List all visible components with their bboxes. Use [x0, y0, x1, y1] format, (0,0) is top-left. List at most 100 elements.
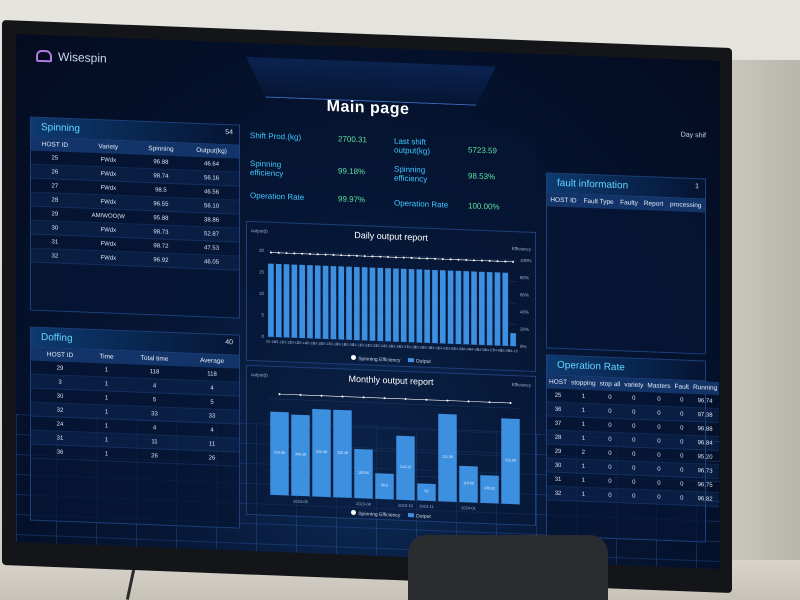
monthly-bar[interactable] — [480, 475, 499, 504]
monthly-bar[interactable] — [375, 473, 394, 500]
efficiency-point[interactable] — [383, 397, 386, 400]
efficiency-point[interactable] — [480, 259, 483, 262]
column-header[interactable]: variety — [622, 378, 646, 393]
daily-bar[interactable] — [346, 266, 352, 340]
column-header[interactable]: Faulty — [617, 196, 641, 211]
monthly-bar[interactable] — [459, 465, 478, 503]
efficiency-point[interactable] — [371, 255, 374, 258]
daily-bar[interactable] — [479, 271, 485, 346]
efficiency-point[interactable] — [355, 254, 358, 257]
efficiency-point[interactable] — [269, 251, 272, 254]
monthly-bar[interactable] — [333, 409, 352, 498]
daily-bar[interactable] — [439, 270, 446, 344]
column-header[interactable]: Running — [690, 380, 720, 396]
daily-bar[interactable] — [377, 267, 384, 342]
efficiency-point[interactable] — [387, 256, 390, 259]
monthly-bar[interactable] — [291, 414, 310, 497]
daily-bar[interactable] — [494, 272, 501, 346]
efficiency-point[interactable] — [504, 260, 507, 263]
daily-bar[interactable] — [463, 271, 470, 345]
daily-bar[interactable] — [424, 269, 430, 343]
daily-bar[interactable] — [299, 264, 305, 339]
efficiency-point[interactable] — [496, 260, 499, 263]
efficiency-point[interactable] — [433, 257, 436, 260]
column-header[interactable]: HOST — [547, 375, 570, 390]
efficiency-point[interactable] — [512, 260, 515, 263]
daily-bar[interactable] — [486, 271, 493, 346]
monthly-bar[interactable] — [270, 411, 289, 496]
column-header[interactable]: stopping — [569, 376, 598, 391]
efficiency-point[interactable] — [441, 258, 444, 261]
monthly-bar[interactable] — [312, 408, 331, 498]
monthly-bar[interactable] — [438, 413, 457, 502]
daily-bar[interactable] — [447, 270, 454, 344]
column-header[interactable]: stop all — [597, 377, 623, 392]
column-header[interactable]: Fault — [672, 380, 691, 394]
efficiency-point[interactable] — [299, 393, 302, 396]
efficiency-point[interactable] — [488, 401, 491, 404]
daily-bar[interactable] — [275, 263, 282, 338]
efficiency-point[interactable] — [285, 252, 288, 255]
efficiency-point[interactable] — [467, 400, 470, 403]
daily-bar[interactable] — [400, 268, 407, 343]
daily-bar[interactable] — [268, 263, 274, 337]
daily-bar[interactable] — [502, 272, 509, 346]
efficiency-point[interactable] — [278, 393, 281, 396]
efficiency-point[interactable] — [320, 394, 323, 397]
efficiency-point[interactable] — [324, 253, 327, 256]
efficiency-point[interactable] — [301, 252, 304, 255]
efficiency-point[interactable] — [488, 259, 491, 262]
brand-logo[interactable]: Wisespin — [36, 49, 107, 65]
monthly-bar[interactable] — [354, 448, 373, 499]
column-header[interactable]: Report — [640, 197, 667, 211]
efficiency-point[interactable] — [379, 255, 382, 258]
efficiency-point[interactable] — [341, 395, 344, 398]
efficiency-point[interactable] — [426, 257, 429, 260]
daily-bar[interactable] — [291, 264, 298, 338]
column-header[interactable]: HOST ID — [547, 193, 580, 208]
column-header[interactable]: Fault Type — [579, 194, 618, 210]
daily-bar[interactable] — [354, 266, 360, 341]
efficiency-point[interactable] — [363, 255, 366, 258]
efficiency-point[interactable] — [473, 259, 476, 262]
shift-selector[interactable]: Day shif — [680, 131, 706, 140]
efficiency-point[interactable] — [449, 258, 452, 261]
daily-bar[interactable] — [322, 265, 329, 340]
daily-bar[interactable] — [307, 265, 313, 339]
daily-bar[interactable] — [369, 267, 376, 341]
daily-bar[interactable] — [416, 269, 423, 343]
daily-bar[interactable] — [510, 333, 516, 347]
efficiency-point[interactable] — [509, 401, 512, 404]
efficiency-point[interactable] — [425, 398, 428, 401]
daily-bar[interactable] — [330, 265, 337, 340]
daily-bar[interactable] — [361, 267, 368, 341]
efficiency-point[interactable] — [404, 397, 407, 400]
daily-bar[interactable] — [471, 271, 477, 345]
efficiency-point[interactable] — [457, 258, 460, 261]
efficiency-point[interactable] — [418, 257, 421, 260]
daily-bar[interactable] — [408, 268, 415, 343]
daily-bar[interactable] — [385, 268, 391, 342]
efficiency-point[interactable] — [362, 396, 365, 399]
efficiency-point[interactable] — [348, 254, 351, 257]
column-header[interactable]: processing — [666, 197, 705, 213]
daily-bar[interactable] — [393, 268, 399, 342]
monthly-bar[interactable] — [417, 483, 436, 502]
daily-bar[interactable] — [314, 265, 321, 339]
daily-bar[interactable] — [338, 266, 345, 340]
efficiency-point[interactable] — [340, 254, 343, 257]
efficiency-point[interactable] — [394, 256, 397, 259]
efficiency-point[interactable] — [410, 256, 413, 259]
efficiency-point[interactable] — [446, 399, 449, 402]
daily-bar[interactable] — [283, 264, 290, 338]
efficiency-point[interactable] — [402, 256, 405, 259]
efficiency-point[interactable] — [293, 252, 296, 255]
column-header[interactable]: Masters — [645, 379, 673, 394]
efficiency-point[interactable] — [465, 259, 468, 262]
efficiency-point[interactable] — [332, 253, 335, 256]
efficiency-point[interactable] — [308, 253, 311, 256]
monthly-bar[interactable] — [396, 435, 415, 501]
column-header[interactable]: Time — [89, 349, 124, 365]
efficiency-point[interactable] — [316, 253, 319, 256]
daily-bar[interactable] — [432, 269, 438, 344]
